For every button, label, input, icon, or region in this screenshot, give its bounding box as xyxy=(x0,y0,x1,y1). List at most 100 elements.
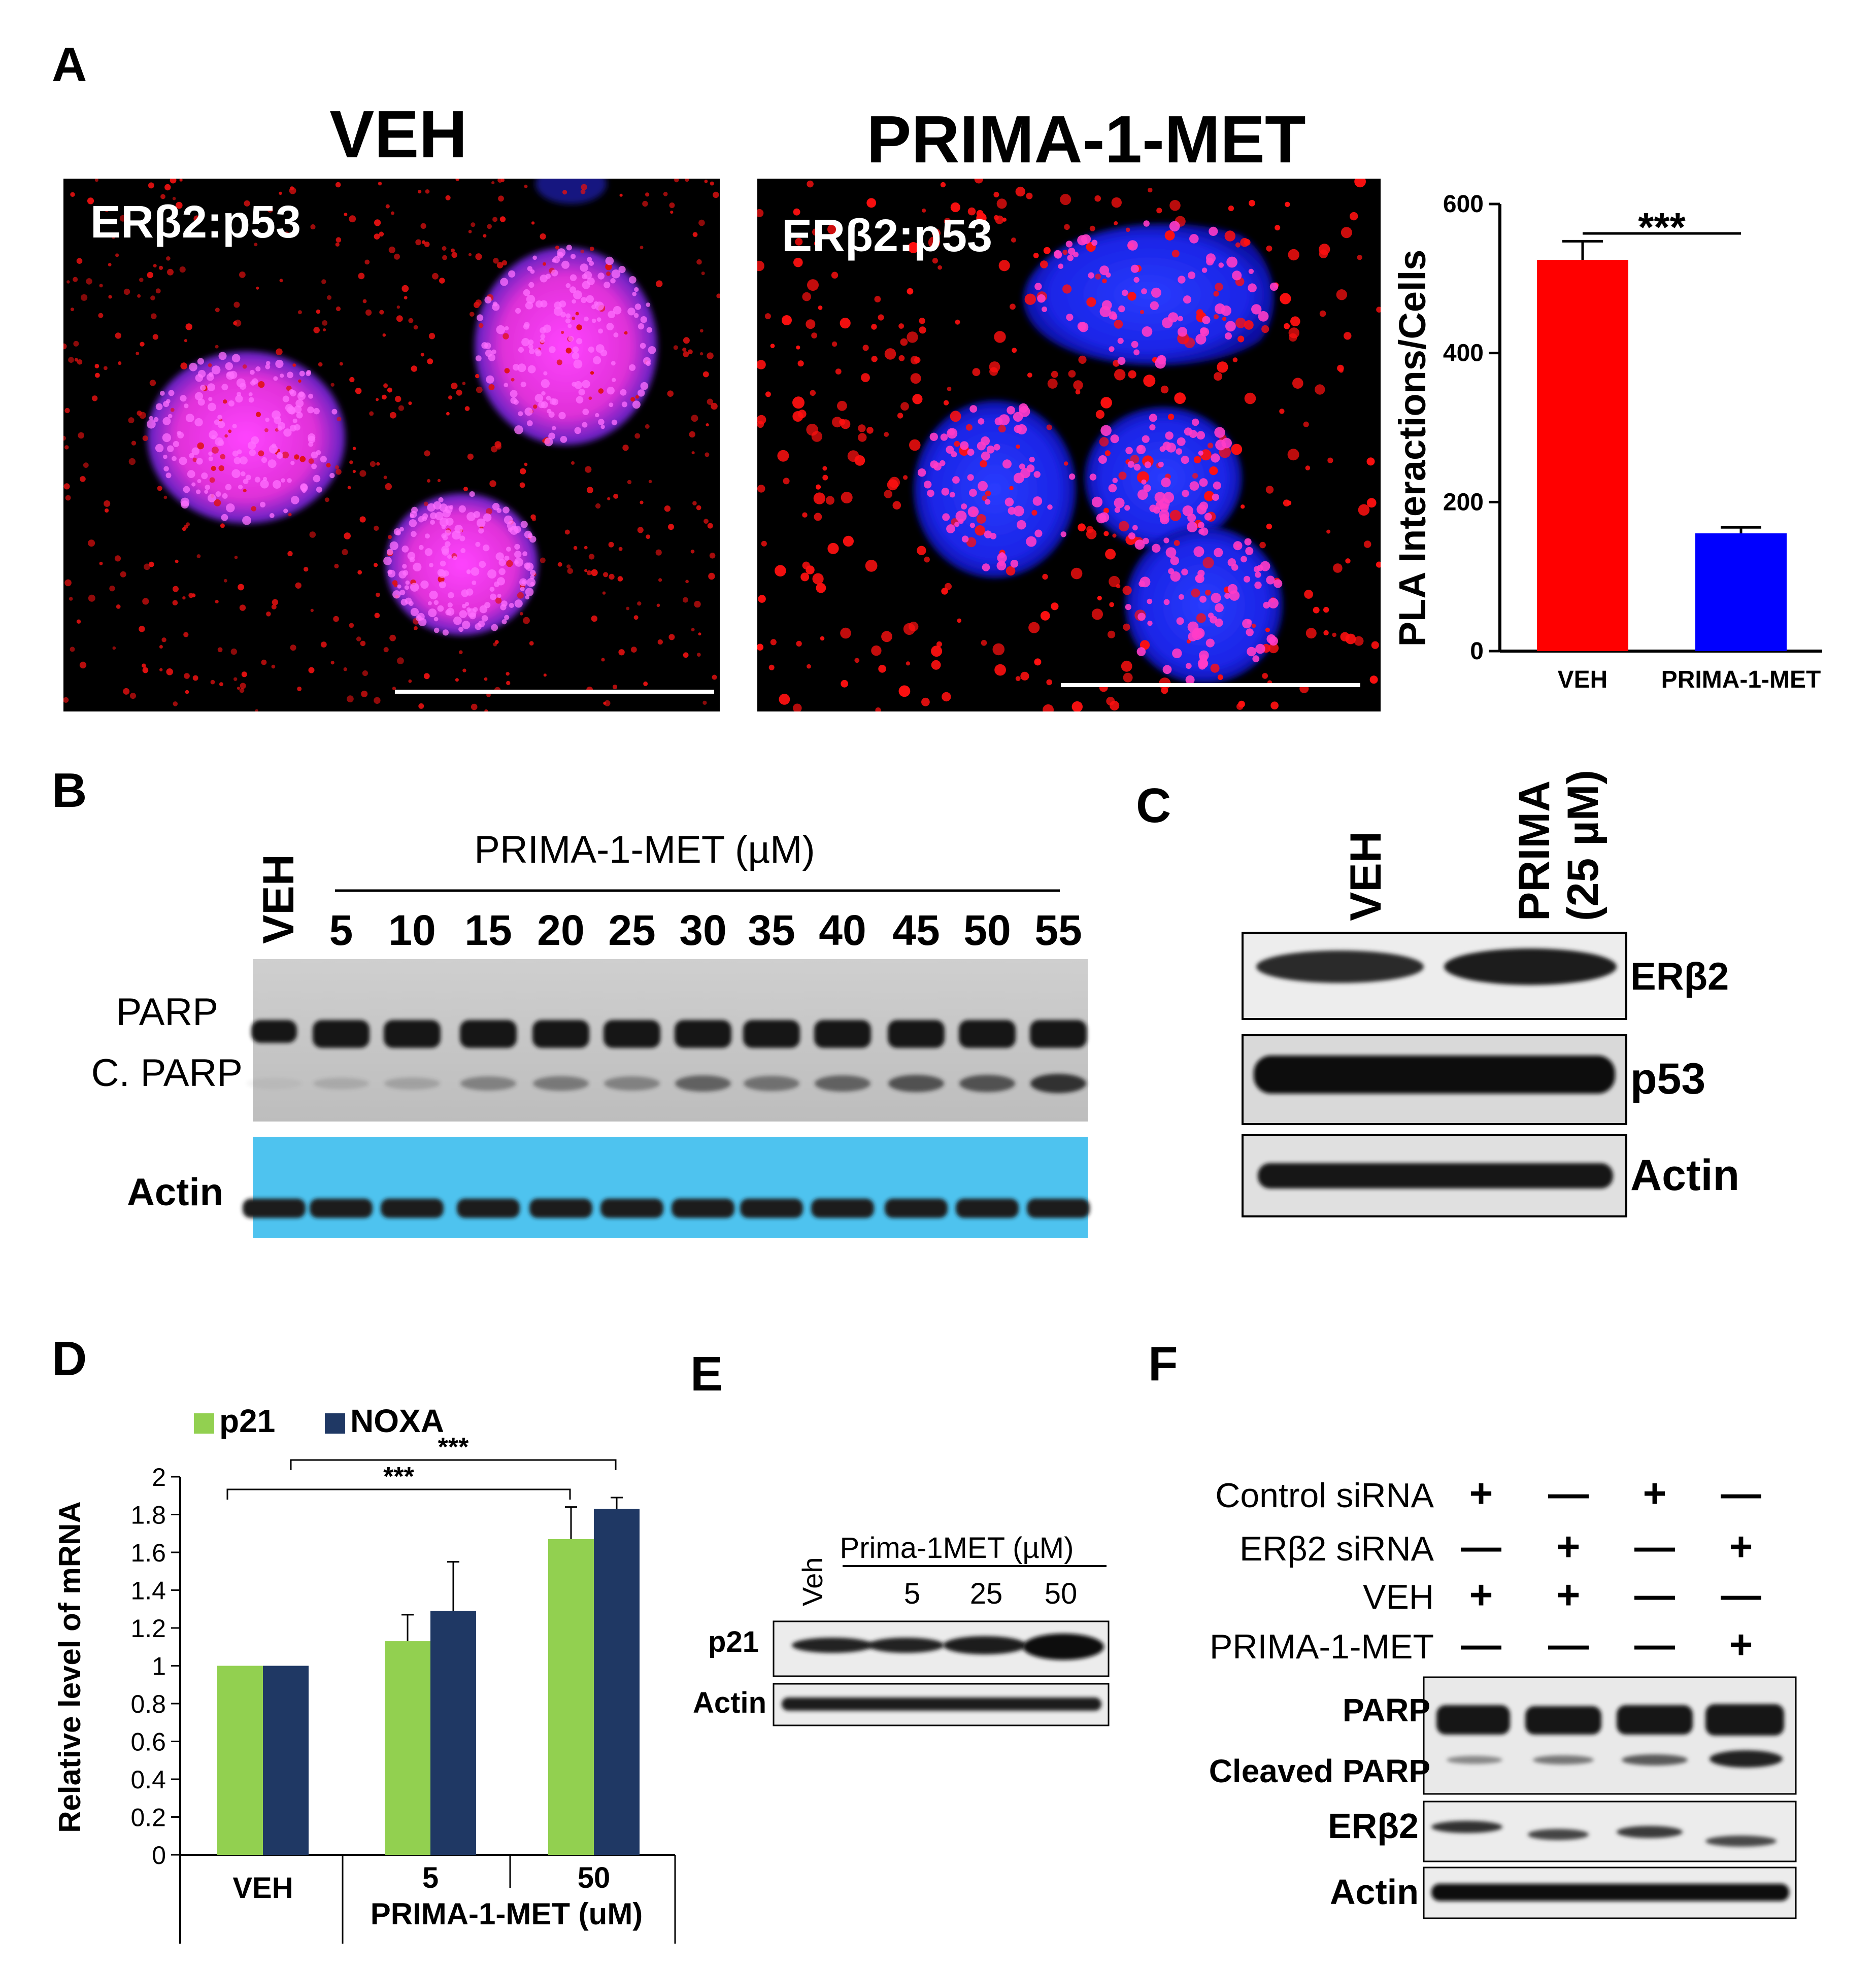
panel-d-bar-p21 xyxy=(548,1539,594,1855)
panel-f-sign: + xyxy=(1469,1572,1493,1617)
panel-f-letter: F xyxy=(1148,1337,1178,1391)
panel-b-actin-band xyxy=(243,1199,306,1218)
panel-b-parp-band xyxy=(675,1020,731,1048)
panel-b-lane-label: 10 xyxy=(388,906,436,954)
prima-micrograph: ERβ2:p53 xyxy=(757,179,1381,711)
panel-c-lane-veh: VEH xyxy=(1342,831,1390,921)
panel-a-category-label: VEH xyxy=(1558,666,1608,693)
panel-b-header: PRIMA-1-MET (µM) xyxy=(474,828,815,871)
panel-b-actin-band xyxy=(811,1199,874,1218)
panel-c-letter: C xyxy=(1136,778,1171,833)
panel-a-ytick-label: 0 xyxy=(1470,638,1484,665)
legend-swatch-p21 xyxy=(194,1413,214,1434)
prima-title: PRIMA-1-MET xyxy=(866,102,1305,177)
panel-e-lane-veh: Veh xyxy=(796,1557,828,1606)
panel-d-category-label: 50 xyxy=(578,1861,611,1894)
panel-b-cparp-band xyxy=(888,1075,944,1092)
panel-f-row-actin: Actin xyxy=(1330,1872,1419,1912)
panel-d-ytick-label: 1.6 xyxy=(130,1539,166,1567)
panel-b-cparp-band xyxy=(1030,1074,1086,1093)
panel-a-ylabel: PLA Interactions/Cells xyxy=(1391,250,1433,647)
panel-f-sign: + xyxy=(1557,1524,1581,1569)
panel-f-row-erb2: ERβ2 xyxy=(1328,1806,1419,1846)
panel-f-sign: — xyxy=(1634,1622,1675,1667)
veh-micrograph: ERβ2:p53 xyxy=(63,179,720,711)
panel-e-lane-50: 50 xyxy=(1045,1577,1078,1610)
panel-a-significance: *** xyxy=(1638,205,1686,250)
panel-b-parp-band xyxy=(384,1020,441,1048)
panel-b-row-parp: PARP xyxy=(116,991,218,1034)
panel-e-header: Prima-1MET (µM) xyxy=(840,1532,1074,1565)
panel-b-actin-band xyxy=(381,1199,444,1218)
panel-f-sign: — xyxy=(1634,1524,1675,1569)
panel-f-sign: — xyxy=(1548,1471,1589,1516)
legend-label-p21: p21 xyxy=(219,1403,275,1439)
prima-pla-dots xyxy=(757,179,1381,711)
panel-d-ytick-label: 1.4 xyxy=(130,1577,166,1605)
panel-f-sign: — xyxy=(1461,1622,1501,1667)
panel-d-significance-bracket xyxy=(226,1488,571,1500)
panel-d-ytick-label: 1 xyxy=(152,1652,166,1681)
panel-f-sign: + xyxy=(1729,1622,1753,1667)
panel-f-row-cleaved-parp: Cleaved PARP xyxy=(1209,1753,1430,1789)
panel-b-cparp-band xyxy=(246,1078,302,1089)
panel-e-row-actin: Actin xyxy=(693,1686,766,1719)
panel-c-lane-prima: PRIMA xyxy=(1510,780,1559,921)
panel-b-cparp-band xyxy=(313,1077,369,1090)
panel-f-erb2-blot xyxy=(1423,1801,1797,1862)
panel-c-p53-blot xyxy=(1242,1034,1627,1125)
panel-b-cparp-band xyxy=(384,1077,440,1090)
panel-f-sign: + xyxy=(1469,1471,1493,1516)
panel-b-parp-band xyxy=(888,1020,945,1048)
panel-d-category-label: VEH xyxy=(232,1872,293,1905)
panel-b-cparp-band xyxy=(533,1076,589,1091)
panel-b-actin-band xyxy=(529,1199,592,1218)
panel-f-condition-label: Control siRNA xyxy=(1215,1476,1434,1515)
panel-c-lane-conc: (25 µM) xyxy=(1559,770,1607,921)
panel-b-lane-label: 50 xyxy=(963,906,1011,954)
panel-c-row-erb2: ERβ2 xyxy=(1630,955,1729,998)
panel-d-significance: *** xyxy=(383,1462,414,1491)
panel-b-veh-lane: VEH xyxy=(254,854,303,944)
panel-d-bar-noxa xyxy=(430,1611,476,1855)
panel-b-lane-label: 15 xyxy=(464,906,512,954)
panel-b-actin-band xyxy=(457,1199,520,1218)
panel-f-sign: — xyxy=(1461,1524,1501,1569)
panel-b-parp-band xyxy=(1030,1020,1087,1048)
panel-d-bar-noxa xyxy=(594,1509,640,1855)
panel-d-bar-p21 xyxy=(385,1641,430,1855)
panel-f-sign: — xyxy=(1721,1572,1761,1617)
panel-a-bar xyxy=(1695,533,1787,651)
panel-d-significance: *** xyxy=(438,1433,469,1462)
panel-b-cparp-band xyxy=(604,1076,660,1091)
panel-e-row-p21: p21 xyxy=(708,1625,759,1658)
panel-b-cparp-band xyxy=(675,1075,731,1092)
panel-f-condition-label: VEH xyxy=(1363,1578,1434,1616)
panel-e-actin-blot xyxy=(773,1683,1110,1726)
panel-b-parp-band xyxy=(460,1020,517,1048)
panel-d-legend: p21 NOXA xyxy=(194,1403,444,1439)
panel-b-parp-blot xyxy=(246,959,1088,1122)
panel-d-bar-chart: Relative level of mRNA PRIMA-1-MET (uM) … xyxy=(53,1433,676,1944)
panel-a-bar xyxy=(1537,260,1628,651)
panel-b-letter: B xyxy=(52,763,87,818)
panel-d-ytick-label: 1.8 xyxy=(130,1501,166,1530)
panel-f-conditions: Control siRNA + — + —ERβ2 siRNA — + — +VEH + + — —PR… xyxy=(1210,1471,1761,1667)
panel-f-sign: + xyxy=(1729,1524,1753,1569)
panel-d-ytick-label: 0.6 xyxy=(130,1728,166,1756)
panel-b-parp-band xyxy=(532,1020,589,1048)
panel-b-actin-band xyxy=(600,1199,663,1218)
panel-a-category-label: PRIMA-1-MET xyxy=(1661,666,1821,693)
panel-b-actin-band xyxy=(740,1199,803,1218)
legend-label-noxa: NOXA xyxy=(350,1403,444,1439)
panel-d-ytick-label: 1.2 xyxy=(130,1614,166,1643)
panel-d-ytick-label: 2 xyxy=(152,1463,166,1491)
panel-d-bar-noxa xyxy=(263,1666,309,1855)
panel-f-parp-blot xyxy=(1423,1676,1797,1795)
panel-b-row-cparp: C. PARP xyxy=(91,1051,243,1095)
panel-f-sign: — xyxy=(1548,1622,1589,1667)
panel-b-parp-band xyxy=(313,1020,370,1048)
panel-f-row-parp: PARP xyxy=(1343,1692,1430,1728)
panel-d-ytick-label: 0.8 xyxy=(130,1690,166,1718)
panel-b-lane-label: 35 xyxy=(748,906,795,954)
